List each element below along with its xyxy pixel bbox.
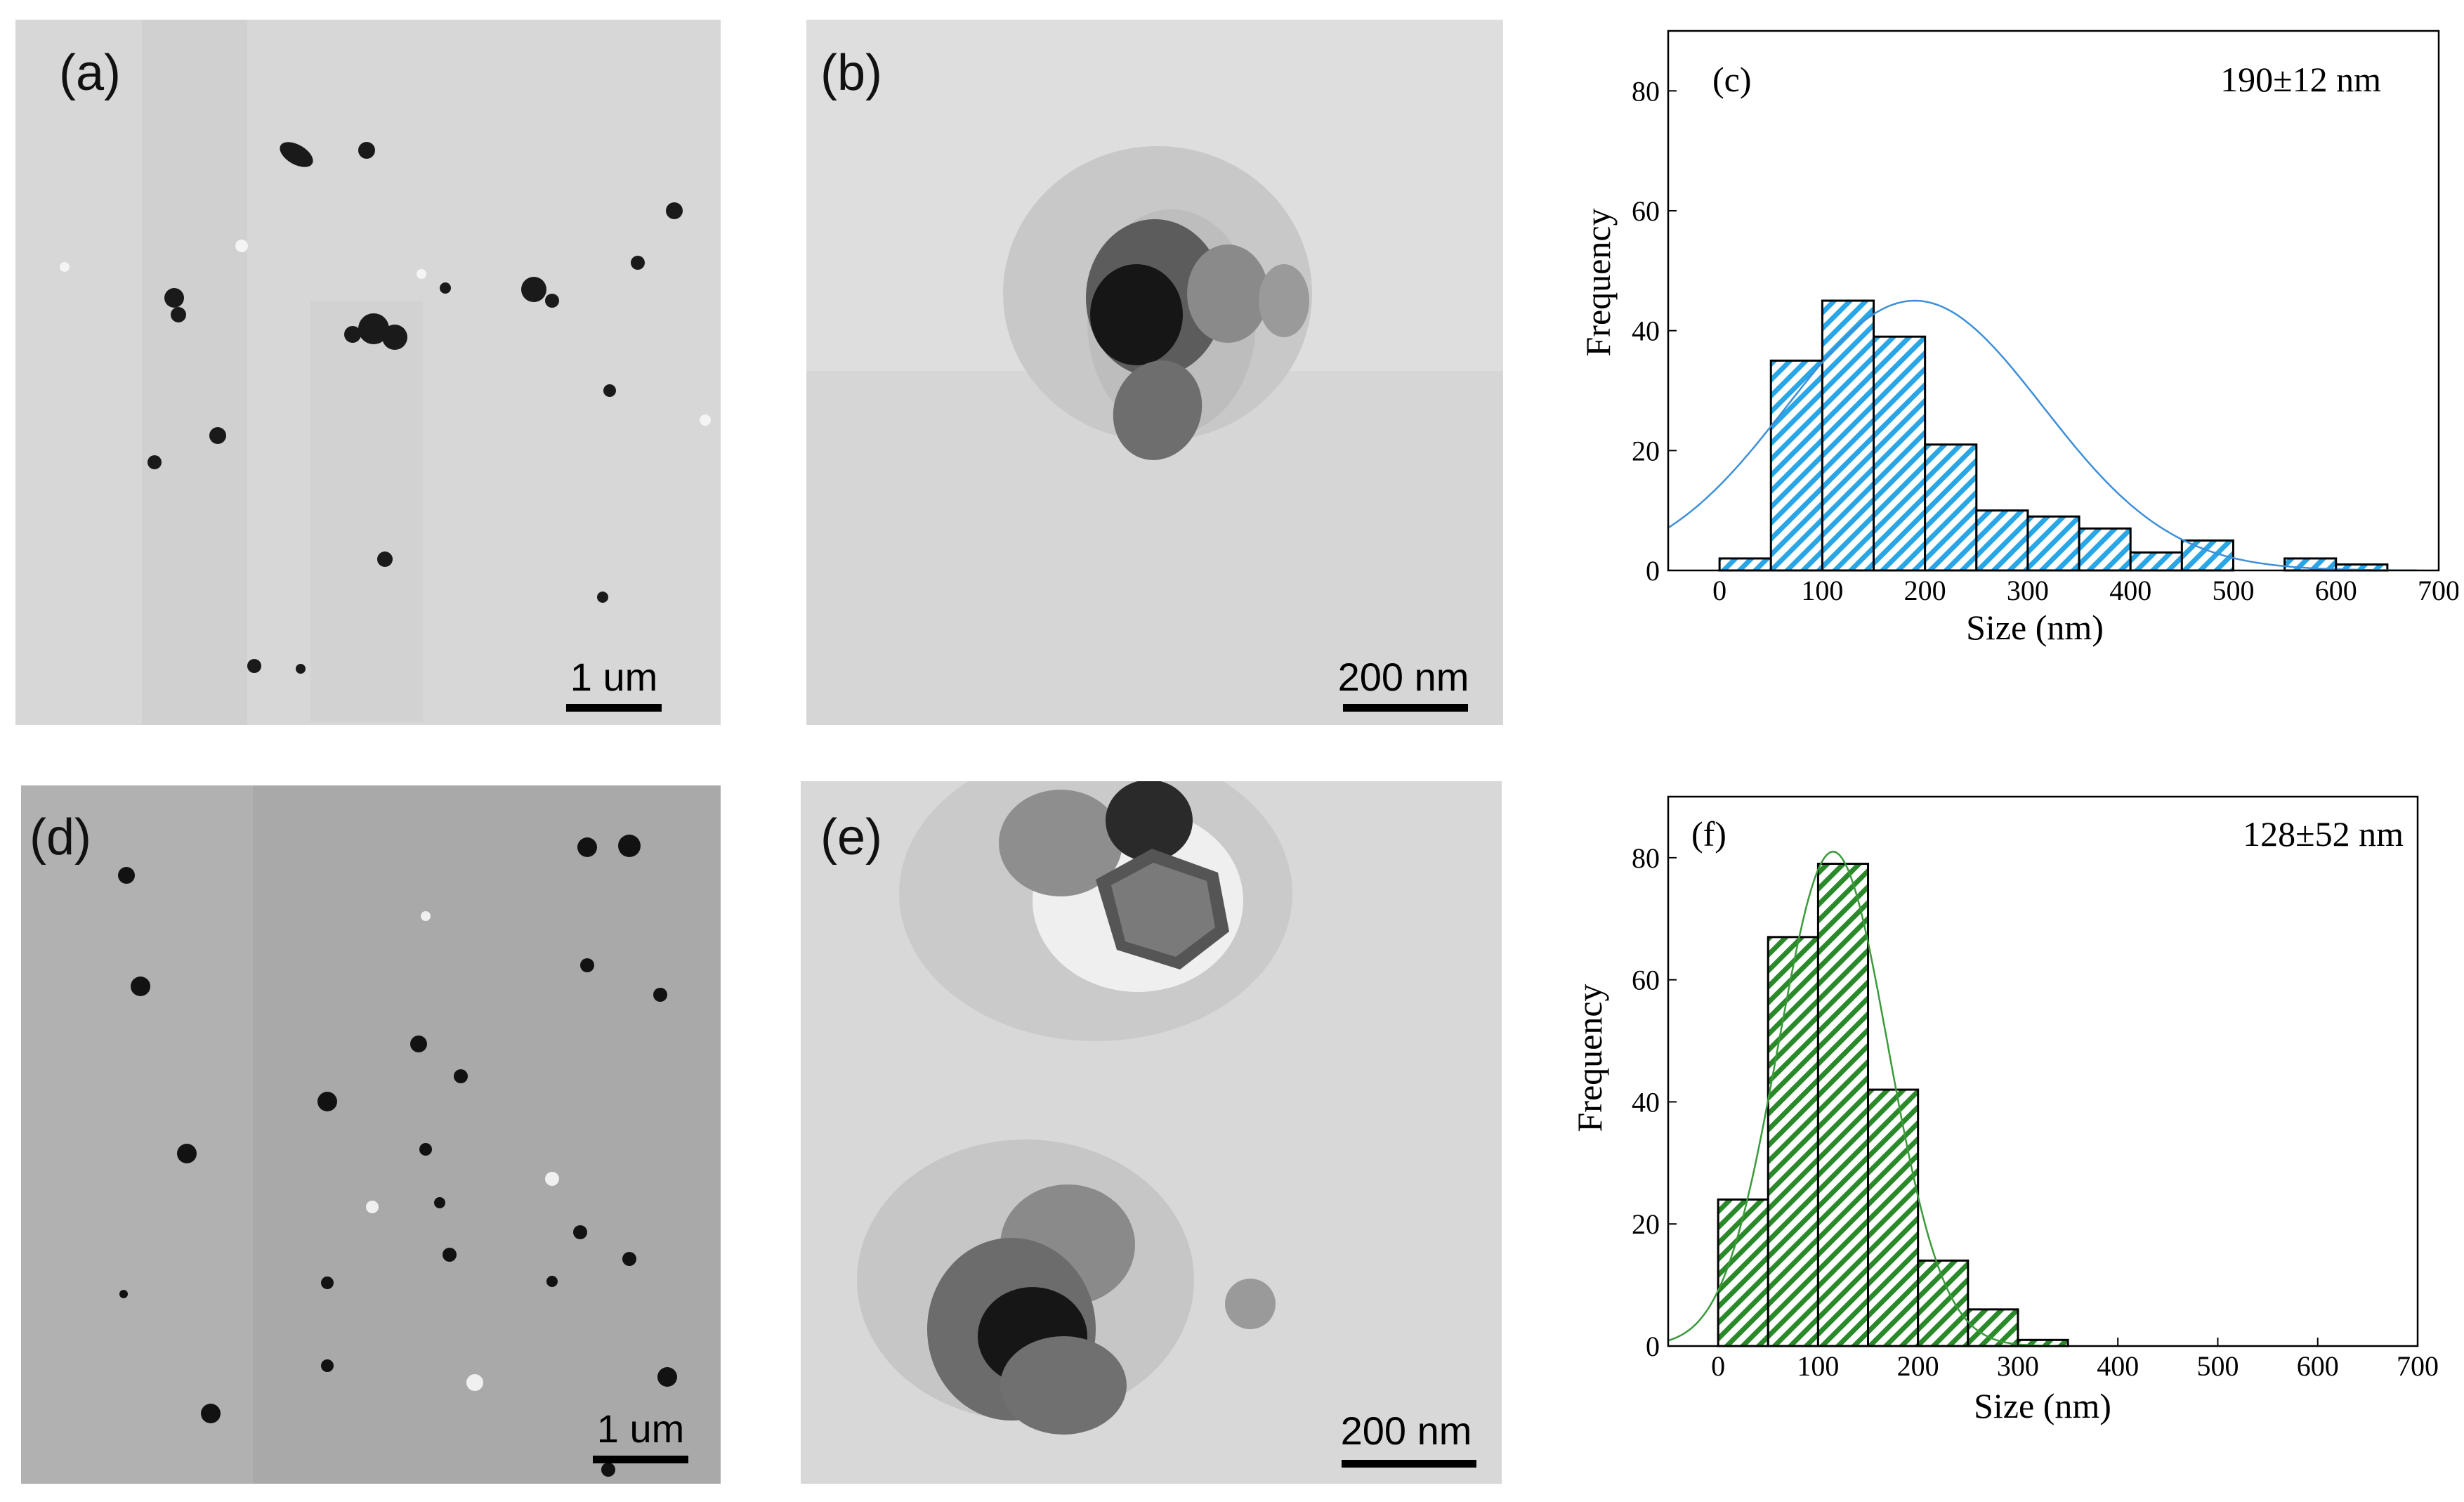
- micrograph-d: (d) 1 um: [21, 785, 721, 1484]
- scale-bar-label-d: 1 um: [597, 1406, 685, 1451]
- x-tick-label: 300: [1997, 1350, 2039, 1382]
- panel-label-d: (d): [30, 809, 91, 866]
- x-tick-label: 0: [1712, 575, 1726, 606]
- plot-frame-f: [1667, 795, 2419, 1347]
- histogram-bar: [2180, 539, 2234, 572]
- panel-label-a: (a): [59, 45, 121, 101]
- micrograph-a: (a) 1 um: [15, 20, 721, 725]
- x-tick-label: 200: [1904, 575, 1946, 606]
- histogram-bar: [1767, 936, 1819, 1347]
- histogram-bar: [1867, 1088, 1920, 1347]
- x-tick-label: 300: [2007, 575, 2049, 606]
- histogram-bar: [1967, 1308, 2019, 1347]
- chart-panel-label-c: (c): [1712, 60, 1752, 99]
- y-tick-label: 20: [1632, 435, 1660, 466]
- scale-bar-a: [566, 704, 662, 712]
- x-tick-label: 100: [1797, 1350, 1839, 1382]
- x-tick-label: 700: [2397, 1350, 2439, 1382]
- x-tick-label: 200: [1897, 1350, 1939, 1382]
- x-tick-label: 500: [2196, 1350, 2239, 1382]
- x-tick-label: 400: [2097, 1350, 2139, 1382]
- histogram-bar: [1816, 863, 1870, 1347]
- histogram-bar: [1924, 443, 1978, 572]
- x-tick-label: 0: [1711, 1350, 1725, 1382]
- histogram-bar: [1821, 299, 1875, 572]
- y-tick-label: 0: [1646, 1331, 1660, 1362]
- chart-annotation-f: 128±52 nm: [2243, 814, 2404, 854]
- y-tick-label: 40: [1632, 315, 1660, 347]
- x-axis-label-c: Size (nm): [1966, 608, 2104, 647]
- histogram-bar: [1769, 359, 1823, 572]
- x-tick-label: 400: [2109, 575, 2151, 606]
- scale-bar-e: [1342, 1460, 1476, 1468]
- y-tick-label: 0: [1646, 555, 1660, 587]
- histogram-bar: [1917, 1259, 1970, 1347]
- gaussian-fit-line-c: [1667, 299, 2418, 572]
- y-tick-label: 60: [1632, 965, 1660, 996]
- scale-bar-b: [1343, 704, 1468, 712]
- histogram-chart-f: 0 100 200 300 400 500 600 700 0 20 40 60 80 (f) 128…: [1545, 777, 2458, 1451]
- micrograph-e: (e) 200 nm: [801, 781, 1502, 1484]
- histogram-bar: [1718, 557, 1772, 572]
- x-tick-label: 700: [2418, 575, 2458, 606]
- x-tick-label: 600: [2297, 1350, 2339, 1382]
- y-axis-label-f: Frequency: [1570, 984, 1609, 1132]
- histogram-chart-c: 0 100 200 300 400 500 600 700 0 20 40 60 80 (c) 190…: [1545, 14, 2460, 688]
- histogram-bar: [1873, 335, 1927, 572]
- scale-bar-d: [593, 1456, 688, 1463]
- y-tick-label: 80: [1632, 842, 1660, 874]
- y-tick-label: 40: [1632, 1086, 1660, 1118]
- y-axis-label-c: Frequency: [1578, 208, 1618, 356]
- y-tick-label: 20: [1632, 1208, 1660, 1240]
- micrograph-b: (b) 200 nm: [806, 20, 1503, 725]
- gaussian-fit-line-f: [1667, 850, 2055, 1347]
- histogram-bar: [2078, 527, 2132, 572]
- histogram-bar: [2129, 551, 2183, 572]
- chart-panel-label-f: (f): [1691, 814, 1726, 854]
- histogram-bar: [2026, 515, 2080, 572]
- scale-bar-label-e: 200 nm: [1341, 1409, 1472, 1453]
- x-tick-label: 600: [2315, 575, 2357, 606]
- chart-annotation-c: 190±12 nm: [2220, 60, 2381, 99]
- x-axis-label-f: Size (nm): [1974, 1386, 2111, 1425]
- histogram-bar: [1975, 509, 2029, 572]
- panel-label-b: (b): [820, 45, 882, 101]
- scale-bar-label-b: 200 nm: [1338, 655, 1469, 699]
- x-tick-label: 500: [2212, 575, 2254, 606]
- scale-bar-label-a: 1 um: [570, 655, 658, 699]
- x-tick-label: 100: [1801, 575, 1843, 606]
- panel-label-e: (e): [820, 809, 882, 866]
- y-tick-label: 80: [1632, 75, 1660, 107]
- y-tick-label: 60: [1632, 195, 1660, 227]
- plot-frame-c: [1667, 30, 2440, 572]
